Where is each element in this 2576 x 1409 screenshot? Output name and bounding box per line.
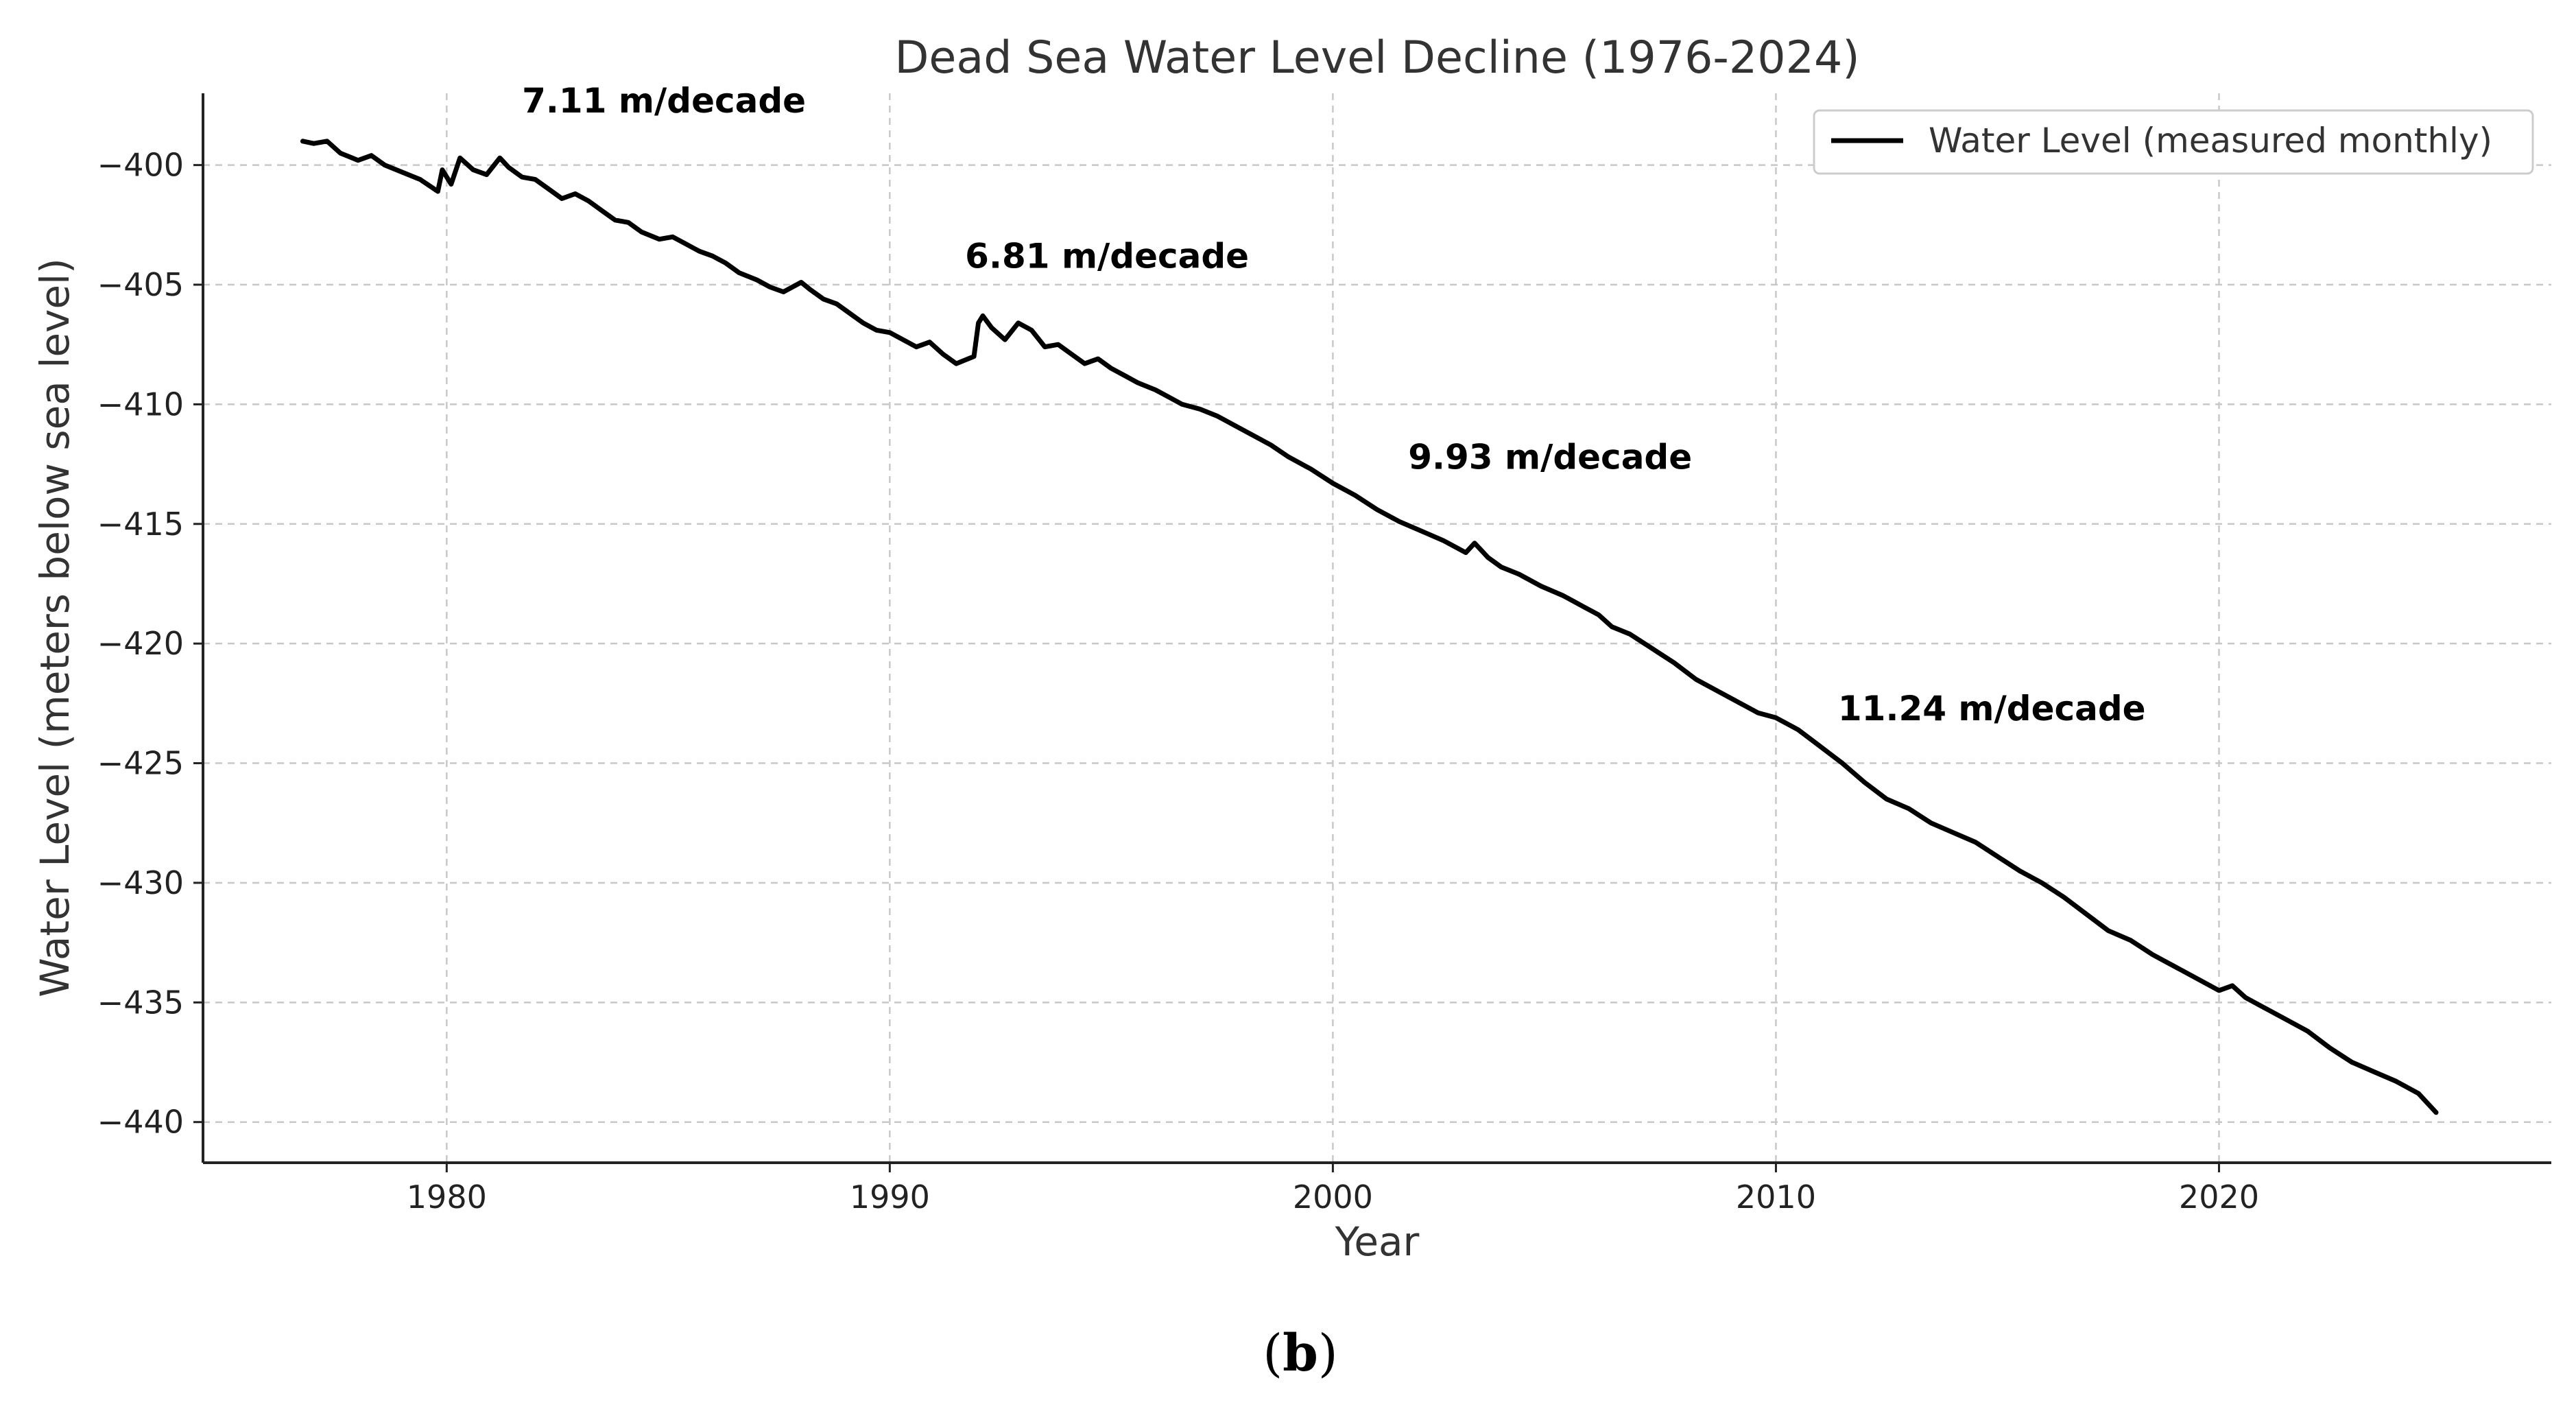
caption-letter: b (1283, 1324, 1318, 1383)
axes (202, 93, 2551, 1164)
y-tick-label: −425 (97, 745, 184, 782)
y-tick-label: −430 (97, 864, 184, 901)
x-tick-label: 1980 (407, 1179, 487, 1216)
x-tick-label: 1990 (850, 1179, 930, 1216)
legend-entry-label: Water Level (measured monthly) (1929, 121, 2492, 161)
x-tick-label: 2020 (2179, 1179, 2259, 1216)
caption-close-paren: ) (1318, 1324, 1338, 1383)
y-tick-label: −415 (97, 506, 184, 543)
grid (203, 93, 2551, 1163)
slope-annotation: 11.24 m/decade (1838, 689, 2146, 729)
x-axis-label: Year (1335, 1218, 1420, 1265)
tick-labels: 1980 1990 2000 2010 2020 −400 −405 −410 −415 −420… (97, 147, 2259, 1216)
y-tick-label: −405 (97, 266, 184, 303)
y-tick-label: −400 (97, 147, 184, 184)
water-level-series-line (300, 139, 2439, 1115)
y-tick-label: −420 (97, 625, 184, 662)
y-axis-label: Water Level (meters below sea level) (32, 258, 78, 997)
x-tick-label: 2010 (1736, 1179, 1816, 1216)
figure-caption: (b) (1263, 1324, 1338, 1383)
y-tick-label: −435 (97, 984, 184, 1021)
slope-annotation: 6.81 m/decade (965, 237, 1249, 276)
y-tick-label: −440 (97, 1104, 184, 1141)
legend: Water Level (measured monthly) (1813, 109, 2534, 175)
legend-box (1813, 109, 2534, 175)
series-layer (300, 139, 2439, 1115)
slope-annotation: 9.93 m/decade (1408, 438, 1692, 477)
y-tick-label: −410 (97, 386, 184, 423)
caption-open-paren: ( (1263, 1324, 1283, 1383)
annotations: 7.11 m/decade 6.81 m/decade 9.93 m/decade 1… (522, 81, 2145, 729)
chart-title: Dead Sea Water Level Decline (1976-2024) (894, 32, 1859, 84)
slope-annotation: 7.11 m/decade (522, 81, 806, 121)
x-tick-label: 2000 (1293, 1179, 1373, 1216)
